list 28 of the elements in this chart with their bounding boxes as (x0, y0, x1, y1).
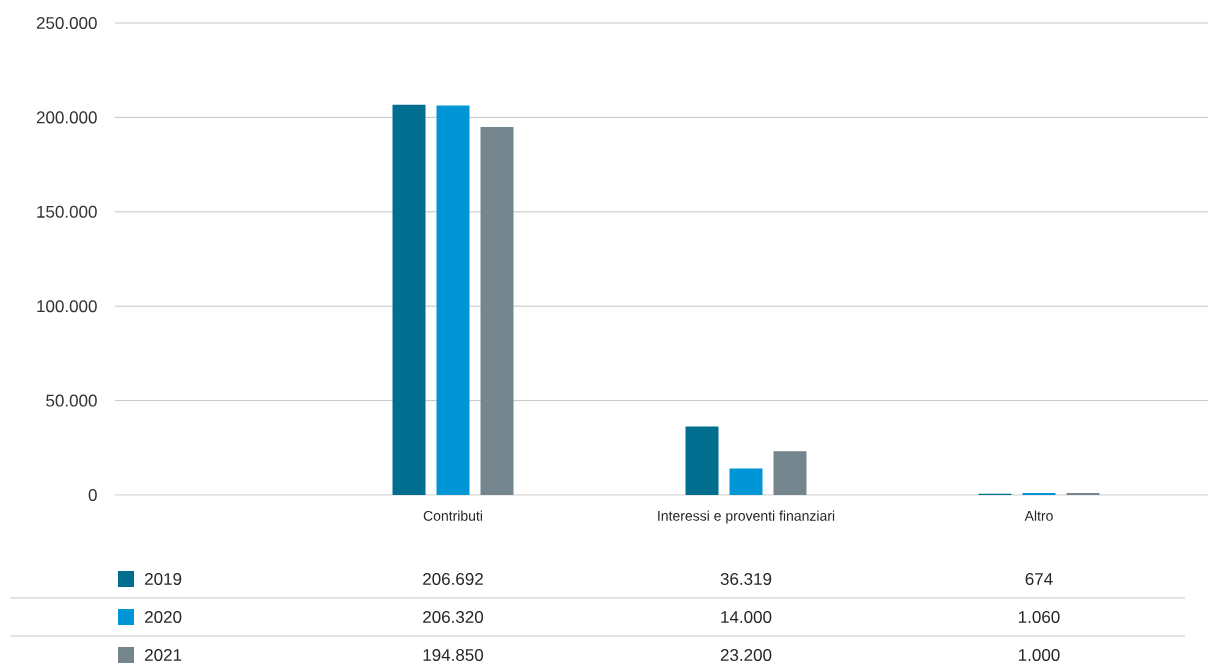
bar (1022, 492, 1056, 495)
bar (436, 105, 470, 495)
data-label: 14.000 (721, 610, 772, 624)
x-tick-label: Altro (1024, 510, 1053, 521)
bar (392, 104, 426, 495)
bar (773, 451, 807, 495)
y-tick-label: 200.000 (36, 111, 97, 124)
bar (729, 468, 763, 495)
x-tick-label: Interessi e proventi finanziari (658, 510, 835, 524)
data-label: 206.320 (423, 610, 484, 624)
data-label: 206.692 (423, 572, 483, 586)
legend-label: 2019 (145, 572, 182, 586)
y-tick-label: 150.000 (37, 205, 97, 218)
data-label: 1.000 (1019, 648, 1060, 662)
bar (685, 426, 719, 495)
y-tick-label: 50.000 (46, 394, 97, 407)
y-tick-label: 250.000 (36, 16, 97, 30)
y-tick-label: 100.000 (37, 300, 97, 313)
legend-label: 2021 (145, 648, 182, 662)
data-label: 194.850 (423, 648, 484, 662)
data-label: 1.060 (1019, 610, 1060, 624)
y-tick-label: 0 (88, 488, 97, 502)
data-label: 23.200 (720, 648, 772, 662)
data-label: 36.319 (720, 572, 772, 586)
x-tick-label: Contributi (423, 510, 483, 521)
legend-label: 2020 (145, 610, 182, 624)
data-label: 674 (1025, 572, 1053, 586)
bar (480, 127, 514, 495)
